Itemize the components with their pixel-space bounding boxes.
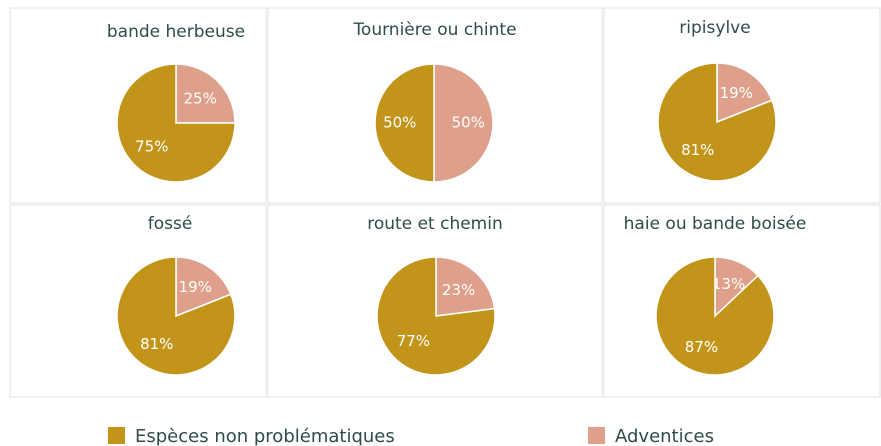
chart-title: ripisylve <box>679 18 750 38</box>
data-label: 81% <box>681 141 714 159</box>
legend-swatch <box>588 427 605 444</box>
chart-title: bande herbeuse <box>107 22 245 42</box>
panel <box>267 7 603 204</box>
data-label: 13% <box>712 275 745 293</box>
panel <box>603 7 881 204</box>
panel <box>267 204 603 398</box>
panel <box>9 7 267 204</box>
pie-slice <box>716 62 773 124</box>
data-label: 50% <box>383 114 416 132</box>
legend-swatch <box>108 427 125 444</box>
pie-slice <box>116 63 236 183</box>
data-label: 81% <box>140 335 173 353</box>
pie-slice <box>175 256 232 318</box>
pie-slice <box>657 62 777 182</box>
data-label: 87% <box>685 338 718 356</box>
legend-label: Espèces non problématiques <box>135 426 395 446</box>
pie-slice <box>435 256 496 317</box>
pie-slice <box>376 256 496 376</box>
chart-title: Tournière ou chinte <box>352 20 516 40</box>
data-label: 77% <box>397 332 430 350</box>
data-label: 25% <box>184 89 217 107</box>
chart-title: route et chemin <box>367 214 503 234</box>
data-label: 75% <box>135 138 168 156</box>
data-label: 50% <box>452 114 485 132</box>
data-label: 19% <box>179 278 212 296</box>
pie-slice <box>374 63 435 183</box>
legend-label: Adventices <box>615 426 714 446</box>
pie-slice <box>116 256 236 376</box>
data-label: 23% <box>442 281 475 299</box>
chart-title: haie ou bande boisée <box>624 214 807 234</box>
panel <box>603 204 881 398</box>
pie-slice <box>175 63 236 124</box>
pie-slice <box>655 256 775 376</box>
chart-title: fossé <box>148 214 193 234</box>
panel <box>9 204 267 398</box>
data-label: 19% <box>720 84 753 102</box>
pie-slice <box>433 63 494 183</box>
